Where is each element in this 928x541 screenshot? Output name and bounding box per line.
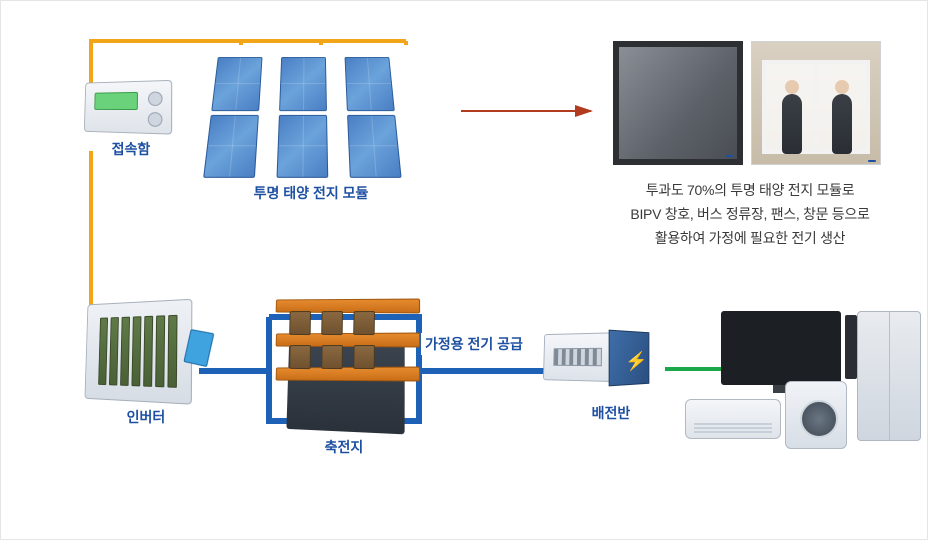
desc-line-3: 활용하여 가정에 필요한 전기 생산 <box>607 227 893 251</box>
tv-icon <box>721 311 841 385</box>
fridge-icon <box>857 311 921 441</box>
junction-box-icon <box>84 80 172 135</box>
aircon-icon <box>685 399 781 439</box>
battery-label: 축전지 <box>269 437 419 457</box>
node-battery: 축전지 <box>269 291 419 457</box>
speaker-icon <box>845 315 857 379</box>
flow-label-supply: 가정용 전기 공급 <box>421 333 527 355</box>
node-appliances <box>691 311 921 451</box>
distribution-board-icon: ⚡ <box>541 333 659 397</box>
inverter-label: 인버터 <box>81 407 211 427</box>
node-inverter: 인버터 <box>81 301 211 427</box>
callout-photo-panel <box>613 41 743 165</box>
battery-icon <box>269 291 419 431</box>
callout-photo-window <box>751 41 881 165</box>
appliances-icon <box>691 311 921 451</box>
photo-badge-1 <box>725 155 733 157</box>
callout-description: 투과도 70%의 투명 태양 전지 모듈로 BIPV 창호, 버스 정류장, 팬… <box>607 179 893 250</box>
distribution-board-label: 배전반 <box>541 403 681 423</box>
spark-icon: ⚡ <box>625 351 647 372</box>
node-junction-box: 접속함 <box>81 81 181 159</box>
pv-module-label: 투명 태양 전지 모듈 <box>211 183 411 203</box>
desc-line-2: BIPV 창호, 버스 정류장, 팬스, 창문 등으로 <box>607 203 893 227</box>
washer-icon <box>785 381 847 449</box>
desc-line-1: 투과도 70%의 투명 태양 전지 모듈로 <box>607 179 893 203</box>
inverter-icon <box>85 299 193 405</box>
solar-panel-icon <box>203 57 419 178</box>
photo-badge-2 <box>868 160 876 162</box>
edge-pv-bus <box>241 41 406 45</box>
diagram-canvas: 접속함 투명 태양 전지 모듈 인버터 <box>0 0 928 540</box>
node-distribution-board: ⚡ 배전반 <box>541 333 681 423</box>
junction-box-label: 접속함 <box>81 139 181 159</box>
node-pv-module: 투명 태양 전지 모듈 <box>211 49 411 203</box>
